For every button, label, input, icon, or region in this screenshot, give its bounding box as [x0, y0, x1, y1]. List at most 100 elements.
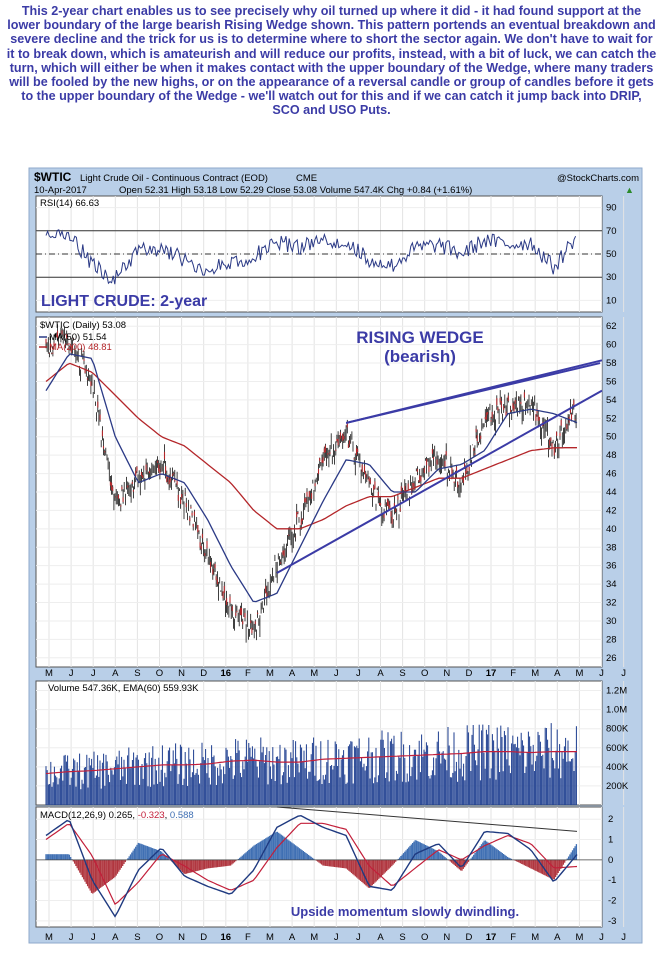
x-tick-label: 16 — [221, 668, 232, 679]
chart-date: 10-Apr-2017 — [34, 185, 87, 196]
rsi-tick-label: 90 — [606, 203, 617, 214]
x-tick-label: J — [334, 932, 339, 943]
price-tick-label: 26 — [606, 653, 617, 664]
price-tick-label: 38 — [606, 542, 617, 553]
volume-tick-label: 600K — [606, 743, 629, 754]
x-tick-label: D — [465, 668, 472, 679]
rsi-tick-label: 30 — [606, 272, 617, 283]
x-tick-label: M — [310, 932, 318, 943]
ma50-line — [45, 353, 578, 603]
momentum-trendline — [276, 806, 578, 832]
x-tick-label: N — [178, 932, 185, 943]
x-tick-label: J — [334, 668, 339, 679]
exchange: CME — [296, 173, 317, 184]
macd-signal-line — [45, 822, 578, 906]
price-tick-label: 58 — [606, 358, 617, 369]
macd-line — [45, 814, 578, 918]
x-tick-label: D — [465, 932, 472, 943]
macd-tick-label: 1 — [608, 835, 613, 846]
up-arrow-icon: ▲ — [625, 185, 634, 195]
x-tick-label: 16 — [221, 932, 232, 943]
x-tick-label: A — [554, 932, 561, 943]
x-tick-label: F — [245, 668, 251, 679]
volume-ema-line — [45, 751, 577, 775]
price-tick-label: 42 — [606, 505, 617, 516]
momentum-annotation: Upside momentum slowly dwindling. — [291, 904, 519, 919]
x-tick-label: 17 — [486, 668, 497, 679]
price-tick-label: 44 — [606, 487, 617, 498]
x-tick-label: A — [289, 668, 296, 679]
x-tick-label: A — [377, 932, 384, 943]
credit: @StockCharts.com — [557, 173, 639, 184]
commentary-text: This 2-year chart enables us to see prec… — [6, 4, 657, 118]
macd-tick-label: -1 — [608, 875, 616, 886]
price-legend: $WTIC (Daily) 53.08 — [40, 320, 126, 331]
price-tick-label: 46 — [606, 469, 617, 480]
x-tick-label: J — [91, 932, 96, 943]
x-tick-label: J — [621, 932, 626, 943]
axis-layer: M M J J J J A A S S O O N N D D 16 16 F F M M A A M M J J J J A A S S O O N N… — [45, 203, 629, 943]
x-tick-label: N — [443, 668, 450, 679]
price-tick-label: 48 — [606, 450, 617, 461]
x-tick-label: M — [531, 668, 539, 679]
price-tick-label: 40 — [606, 524, 617, 535]
x-tick-label: S — [134, 932, 140, 943]
wedge-lower-line — [276, 389, 603, 574]
macd-tick-label: -2 — [608, 896, 616, 907]
x-tick-label: O — [421, 668, 428, 679]
x-tick-label: S — [399, 932, 405, 943]
wedge-upper-extension — [345, 359, 603, 424]
macd-tick-label: -3 — [608, 916, 616, 927]
x-tick-label: D — [200, 668, 207, 679]
ma200-legend: MA(200) 48.81 — [49, 342, 112, 353]
series-layer — [36, 229, 603, 918]
x-tick-label: J — [621, 668, 626, 679]
x-tick-label: A — [112, 932, 119, 943]
rsi-legend: RSI(14) 66.63 — [40, 198, 99, 209]
x-tick-label: M — [575, 668, 583, 679]
price-tick-label: 50 — [606, 432, 617, 443]
price-tick-label: 54 — [606, 395, 617, 406]
x-tick-label: N — [178, 668, 185, 679]
grid-layer — [36, 196, 625, 927]
x-tick-label: A — [554, 668, 561, 679]
quote-line: Open 52.31 High 53.18 Low 52.29 Close 53… — [119, 185, 472, 196]
x-tick-label: S — [399, 668, 405, 679]
x-tick-label: J — [356, 932, 361, 943]
price-tick-label: 56 — [606, 376, 617, 387]
macd-tick-label: 0 — [608, 855, 613, 866]
rising-wedge-annotation: RISING WEDGE — [356, 328, 484, 347]
rsi-tick-label: 10 — [606, 295, 617, 306]
price-tick-label: 52 — [606, 413, 617, 424]
macd-panel — [35, 806, 603, 928]
light-crude-annotation: LIGHT CRUDE: 2-year — [41, 293, 207, 310]
x-tick-label: 17 — [486, 932, 497, 943]
macd-tick-label: 2 — [608, 814, 613, 825]
volume-tick-label: 1.0M — [606, 705, 627, 716]
x-tick-label: M — [310, 668, 318, 679]
price-tick-label: 30 — [606, 616, 617, 627]
x-tick-label: A — [112, 668, 119, 679]
x-tick-label: O — [156, 668, 163, 679]
rsi-tick-label: 50 — [606, 249, 617, 260]
x-tick-label: O — [421, 932, 428, 943]
x-tick-label: M — [266, 932, 274, 943]
volume-tick-label: 800K — [606, 724, 629, 735]
rsi-line — [45, 229, 577, 285]
x-tick-label: N — [443, 932, 450, 943]
x-tick-label: M — [45, 668, 53, 679]
x-tick-label: M — [531, 932, 539, 943]
x-tick-label: J — [599, 668, 604, 679]
x-tick-label: J — [69, 932, 74, 943]
price-tick-label: 36 — [606, 561, 617, 572]
volume-tick-label: 400K — [606, 762, 629, 773]
price-tick-label: 28 — [606, 634, 617, 645]
x-tick-label: F — [510, 932, 516, 943]
volume-tick-label: 200K — [606, 781, 629, 792]
x-tick-label: A — [377, 668, 384, 679]
x-tick-label: J — [599, 932, 604, 943]
price-tick-label: 32 — [606, 598, 617, 609]
x-tick-label: J — [69, 668, 74, 679]
x-tick-label: M — [45, 932, 53, 943]
